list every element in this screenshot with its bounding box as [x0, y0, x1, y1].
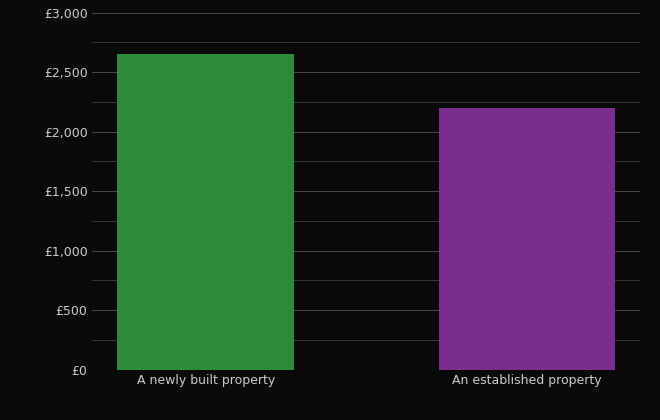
Bar — [117, 54, 294, 370]
Bar — [439, 108, 615, 370]
